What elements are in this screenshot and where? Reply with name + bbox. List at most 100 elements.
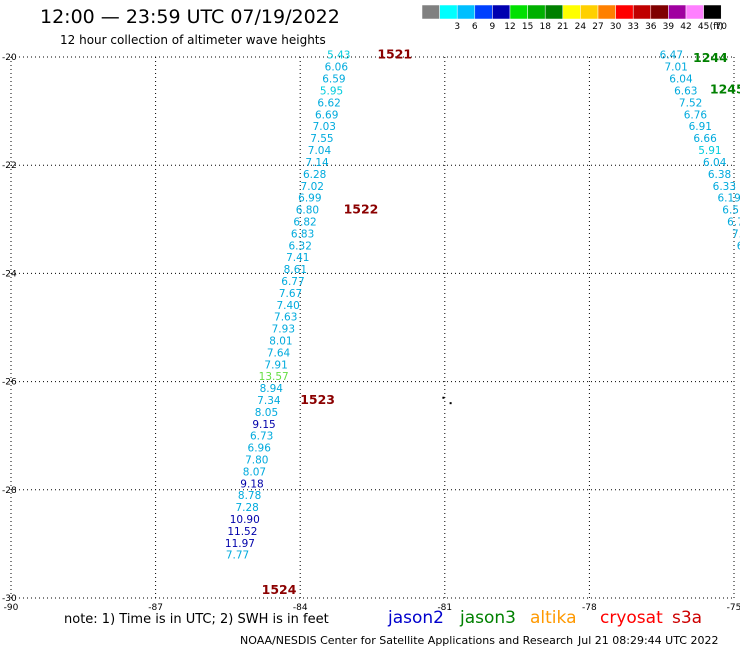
wave-height-value: 6.80 [296, 205, 319, 217]
pass-time-label: 1522 [344, 202, 379, 217]
mission-label: jason3 [460, 608, 516, 628]
wave-height-value: 6.69 [315, 109, 338, 121]
wave-height-value: 7.40 [276, 300, 299, 312]
color-legend: 3 6 9 12 15 18 21 24 27 30 33 36 39 42 45 70(ft) [421, 4, 727, 32]
wave-height-value: 8.94 [260, 383, 284, 395]
wave-height-value: 7.52 [679, 97, 702, 109]
legend-label: 39 [663, 22, 675, 32]
legend-swatch [632, 4, 652, 20]
footer-credit: NOAA/NESDIS Center for Satellite Applica… [240, 634, 574, 647]
legend-swatch [439, 4, 458, 20]
wave-height-value: 8.05 [255, 407, 278, 419]
legend-swatch [474, 4, 493, 20]
wave-height-value: 6.63 [674, 86, 697, 98]
wave-height-value: 5.95 [320, 86, 343, 98]
mission-label: s3a [672, 608, 703, 628]
pass-time-label: 1524 [262, 582, 297, 597]
wave-height-value: 10.90 [230, 514, 260, 526]
wave-height-value: 6.79 [727, 216, 740, 228]
wave-height-value: 8.07 [243, 466, 266, 478]
wave-height-value: 8.01 [269, 335, 292, 347]
wave-height-value: 7.34 [257, 395, 281, 407]
y-tick-label: -26 [2, 378, 17, 388]
y-tick-label: -28 [2, 486, 17, 496]
wave-height-value: 6.73 [250, 431, 273, 443]
wave-height-value: 6.33 [713, 181, 736, 193]
wave-height-value: 6.51 [722, 205, 740, 217]
wave-height-value: 6.32 [289, 240, 312, 252]
wave-height-value: 5.91 [698, 145, 721, 157]
wave-height-value: 6.76 [684, 109, 708, 121]
legend-swatch [456, 4, 476, 20]
legend-label: 36 [645, 22, 657, 32]
wave-height-value: 7.55 [310, 133, 333, 145]
stray-marker [449, 402, 452, 405]
legend-swatch [544, 4, 564, 20]
wave-height-value: 7.28 [235, 502, 258, 514]
y-tick-label: -20 [2, 53, 17, 63]
x-tick-label: -75 [727, 603, 740, 613]
wave-height-value: 6.77 [281, 276, 304, 288]
wave-height-value: 6.99 [298, 193, 321, 205]
wave-height-value: 13.57 [259, 371, 289, 383]
legend-swatch [650, 4, 669, 20]
legend-label: 42 [680, 22, 691, 32]
wave-height-value: 6.06 [325, 62, 349, 74]
mission-label: altika [530, 608, 577, 628]
wave-height-value: 8.78 [238, 490, 261, 502]
wave-height-value: 6.59 [322, 74, 345, 86]
legend-swatch [562, 4, 581, 20]
wave-height-value: 7.14 [305, 157, 329, 169]
wave-height-value: 6.66 [693, 133, 717, 145]
x-tick-label: -78 [582, 603, 597, 613]
legend-swatch [492, 4, 511, 20]
legend-label: 45 [698, 22, 709, 32]
wave-height-value: 7.64 [267, 347, 291, 359]
wave-height-value: 11.52 [227, 526, 257, 538]
wave-height-value: 7.03 [313, 121, 336, 133]
footer-note: note: 1) Time is in UTC; 2) SWH is in fe… [64, 612, 329, 627]
legend-label: 70 [715, 22, 727, 32]
x-tick-label: -90 [4, 603, 19, 613]
legend-label: 27 [592, 22, 603, 32]
wave-height-value: 9.18 [240, 478, 263, 490]
mission-label: jason2 [388, 608, 444, 628]
page-subtitle: 12 hour collection of altimeter wave hei… [60, 33, 326, 47]
wave-height-value: 7.77 [226, 550, 249, 562]
legend-label: 3 [454, 22, 460, 32]
wave-height-value: 7.01 [664, 62, 687, 74]
axis-ticks: -90 -87 -84 -81 -78 -75 -20 -22 -24 -26 -28 -30 [2, 53, 740, 613]
y-tick-label: -22 [2, 161, 17, 171]
chart-grid [10, 56, 735, 599]
legend-label: 6 [472, 22, 478, 32]
wave-height-value: 6.04 [669, 74, 693, 86]
x-tick-label: -81 [437, 603, 452, 613]
wave-height-value: 6.19 [717, 193, 740, 205]
wave-height-value: 7.67 [279, 288, 302, 300]
legend-swatch [685, 4, 704, 20]
pass-time-label: 1523 [300, 392, 335, 407]
y-tick-label: -30 [2, 594, 17, 604]
wave-height-value: 6.28 [303, 169, 326, 181]
wave-height-value: 8.61 [284, 264, 307, 276]
wave-height-value: 6.82 [293, 216, 316, 228]
wave-height-value: 6.62 [317, 97, 340, 109]
legend-swatch [668, 4, 687, 20]
wave-height-value: 6.83 [291, 228, 314, 240]
legend-swatch [615, 4, 634, 20]
legend-swatch [509, 4, 528, 20]
wave-height-value: 6.04 [703, 157, 727, 169]
mission-label: cryosat [600, 608, 663, 628]
wave-height-value: 7.04 [308, 145, 332, 157]
legend-swatch [580, 4, 599, 20]
wave-height-value: 6.47 [660, 49, 683, 61]
wave-height-value: 7.93 [272, 324, 295, 336]
legend-label: 21 [557, 22, 568, 32]
legend-swatch [527, 4, 546, 20]
wave-height-value: 7.08 [732, 228, 740, 240]
legend-swatch [703, 4, 722, 20]
legend-label: 33 [627, 22, 638, 32]
legend-unit: (ft) [710, 22, 724, 32]
legend-label: 24 [575, 22, 587, 32]
legend-label: 18 [539, 22, 551, 32]
